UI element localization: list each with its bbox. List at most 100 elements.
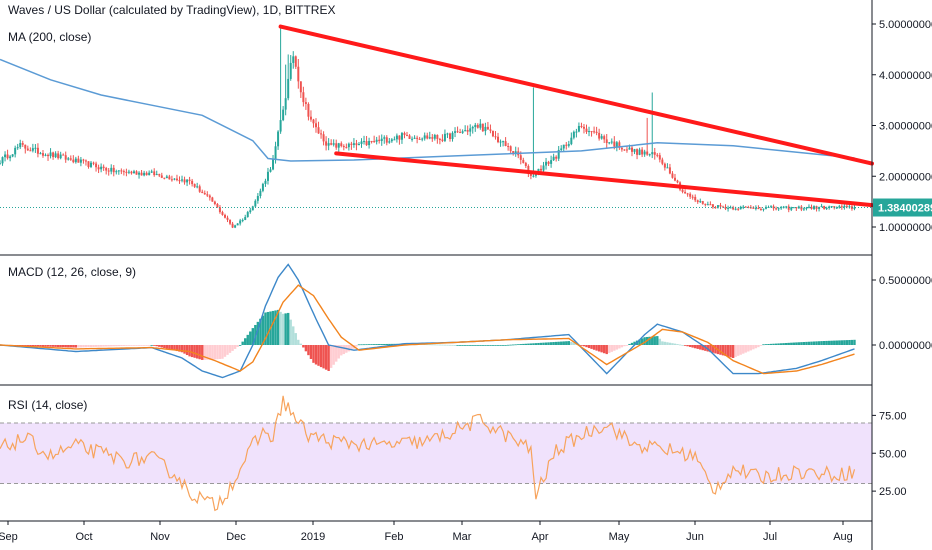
candle-body [514,151,517,154]
x-tick-label: Feb [385,531,404,543]
candle-body [595,131,598,133]
macd-histogram-bar [41,345,45,347]
candle-body [158,174,161,176]
candle-body [689,193,692,197]
candle-body [213,201,216,205]
candle-body [421,138,424,140]
candle-body [378,139,381,142]
macd-histogram-bar [787,342,790,345]
macd-histogram-bar [56,345,60,347]
candle-body [474,124,477,127]
candle-body [433,134,436,139]
candle-body [577,125,580,132]
macd-histogram-bar [539,342,543,345]
chart-title: Waves / US Dollar (calculated by Trading… [6,3,338,17]
candle-body [570,137,573,145]
candle-body [21,143,24,145]
candle-body [714,207,717,209]
macd-histogram-bar [82,345,85,348]
macd-histogram-bar [795,342,798,345]
macd-histogram-bar [97,345,100,347]
macd-histogram-bar [764,344,768,345]
candle-body [486,126,489,130]
candle-body [762,208,765,210]
candle-body [340,143,343,147]
x-tick-label: Mar [453,531,472,543]
candle-body [259,190,262,196]
macd-histogram-bar [785,342,788,345]
candle-body [57,153,60,159]
macd-histogram-bar [72,345,75,348]
trendline [278,24,874,166]
macd-histogram-bar [193,345,196,358]
macd-histogram-bar [266,311,270,345]
candle-body [350,143,353,145]
macd-histogram-bar [36,345,40,347]
candle-body [464,130,467,132]
candle-body [368,140,371,146]
candle-body [641,149,644,155]
candle-body [555,156,558,159]
macd-histogram-bar [448,344,452,346]
candle-body [160,175,163,178]
macd-histogram-bar [769,343,773,345]
price-tick-label: 1.00000000 [879,222,932,234]
macd-histogram-bar [476,345,479,346]
macd-histogram-bar [236,345,239,347]
macd-histogram-bar [375,344,378,345]
macd-histogram-bar [833,340,836,345]
candle-body [370,140,373,142]
candle-body [499,141,502,143]
macd-histogram-bar [360,344,363,346]
macd-histogram-bar [175,345,179,352]
macd-histogram-bar [233,345,237,349]
candle-body [261,183,264,191]
candle-body [107,170,110,172]
candle-body [173,178,176,180]
candle-body [845,205,848,207]
macd-histogram-bar [299,343,303,345]
candle-body [395,135,398,140]
candle-body [648,154,651,156]
candle-body [676,180,679,183]
candle-body [97,167,100,170]
macd-histogram-bar [112,345,115,347]
candle-body [342,146,345,148]
macd-histogram-bar [327,345,330,371]
macd-histogram-bar [365,344,368,346]
candle-body [403,133,406,135]
macd-histogram-bar [597,345,601,352]
candle-body [476,124,479,128]
macd-histogram-bar [628,343,631,345]
candle-body [454,131,457,133]
candle-body [418,138,421,140]
macd-histogram-bar [307,345,310,356]
candle-body [532,175,535,177]
candle-body [790,207,793,210]
candle-body [752,207,755,209]
candle-body [312,119,315,124]
candle-body [666,167,669,169]
macd-histogram-bar [726,345,730,357]
candle-body [623,149,626,151]
candle-body [684,191,687,194]
macd-histogram-bar [21,345,24,346]
candle-body [49,152,52,157]
macd-histogram-bar [774,343,778,345]
candle-body [651,152,654,155]
candle-body [236,223,239,226]
macd-histogram-bar [79,345,83,348]
candle-body [636,149,639,155]
macd-histogram-bar [362,344,366,346]
macd-histogram-bar [256,321,260,345]
candle-body [850,206,853,209]
candle-body [744,206,747,208]
candle-body [436,134,439,139]
macd-histogram-bar [87,345,90,348]
macd-histogram-bar [370,344,373,345]
candle-body [175,178,178,181]
macd-histogram-bar [509,344,512,346]
candle-body [241,219,244,221]
